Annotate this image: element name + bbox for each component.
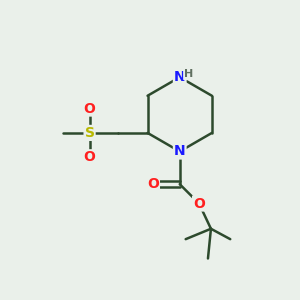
Text: O: O — [147, 177, 159, 191]
Text: N: N — [174, 145, 185, 158]
Text: O: O — [84, 101, 95, 116]
Text: O: O — [84, 150, 95, 164]
Text: S: S — [85, 126, 94, 140]
Text: H: H — [184, 69, 193, 79]
Text: O: O — [193, 196, 205, 211]
Text: N: N — [174, 70, 185, 84]
